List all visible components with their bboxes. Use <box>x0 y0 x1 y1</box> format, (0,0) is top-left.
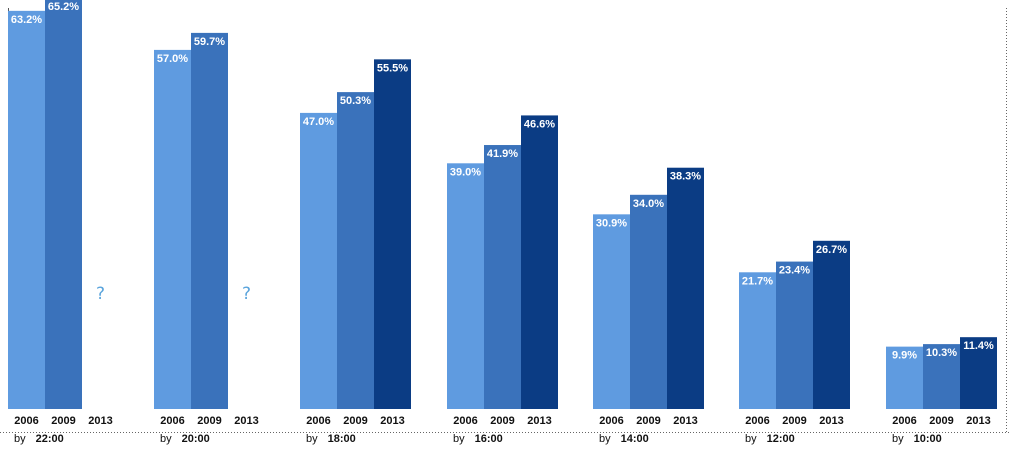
year-tick-label: 2009 <box>782 415 806 427</box>
bar-2013-1400 <box>667 167 704 409</box>
bar-2009-1800 <box>337 92 374 410</box>
year-tick-label: 2009 <box>197 415 221 427</box>
year-tick-label: 2006 <box>599 415 623 427</box>
data-label: 59.7% <box>194 36 225 48</box>
data-label: 57.0% <box>157 53 188 65</box>
year-tick-label: 2006 <box>745 415 769 427</box>
category-time: 22:00 <box>36 433 64 445</box>
bar-2013-1600 <box>521 115 558 410</box>
category-label: by 18:00 <box>306 433 356 445</box>
missing-value-marker: ? <box>96 284 105 304</box>
category-time: 12:00 <box>767 433 795 445</box>
bar-2006-1400 <box>593 214 630 409</box>
data-label: 9.9% <box>892 350 917 362</box>
data-label: 38.3% <box>670 171 701 183</box>
bar-2006-1000 <box>886 346 923 409</box>
year-tick-label: 2013 <box>234 415 258 427</box>
data-label: 41.9% <box>487 148 518 160</box>
category-prefix: by <box>306 433 318 445</box>
category-prefix: by <box>745 433 757 445</box>
bar-2013-1200 <box>813 240 850 409</box>
data-label: 11.4% <box>963 340 994 352</box>
labels-layer: 63.2% 2006 65.2% 2009? 2013 by 22:00 57.0% 2006 5… <box>11 1 994 445</box>
bar-2006-2000 <box>154 49 191 410</box>
data-label: 34.0% <box>633 198 664 210</box>
bar-2006-1200 <box>739 272 776 409</box>
category-label: by 16:00 <box>453 433 503 445</box>
year-tick-label: 2013 <box>380 415 404 427</box>
bar-2009-1000 <box>923 344 960 409</box>
data-label: 23.4% <box>779 265 810 277</box>
category-time: 14:00 <box>621 433 649 445</box>
bar-2006-2200 <box>8 10 45 410</box>
year-tick-label: 2013 <box>966 415 990 427</box>
category-time: 10:00 <box>914 433 942 445</box>
category-time: 16:00 <box>475 433 503 445</box>
year-tick-label: 2013 <box>673 415 697 427</box>
data-label: 39.0% <box>450 166 481 178</box>
bar-2006-1600 <box>447 163 484 409</box>
bar-2009-2200 <box>45 0 82 410</box>
data-label: 55.5% <box>377 62 408 74</box>
year-tick-label: 2006 <box>306 415 330 427</box>
category-prefix: by <box>160 433 172 445</box>
category-label: by 20:00 <box>160 433 210 445</box>
data-label: 46.6% <box>524 118 555 130</box>
bar-2009-1600 <box>484 145 521 409</box>
year-tick-label: 2006 <box>892 415 916 427</box>
missing-value-marker: ? <box>242 284 251 304</box>
year-tick-label: 2006 <box>14 415 38 427</box>
category-label: by 14:00 <box>599 433 649 445</box>
data-label: 26.7% <box>816 244 847 256</box>
year-tick-label: 2009 <box>51 415 75 427</box>
year-tick-label: 2013 <box>88 415 112 427</box>
data-label: 50.3% <box>340 95 371 107</box>
bar-2013-1800 <box>374 59 411 409</box>
year-tick-label: 2006 <box>453 415 477 427</box>
year-tick-label: 2013 <box>819 415 843 427</box>
data-label: 10.3% <box>926 347 957 359</box>
data-label: 63.2% <box>11 14 42 26</box>
bar-2013-1000 <box>960 337 997 409</box>
bars-layer <box>8 0 997 410</box>
category-prefix: by <box>892 433 904 445</box>
category-label: by 12:00 <box>745 433 795 445</box>
data-label: 65.2% <box>48 1 79 13</box>
category-prefix: by <box>14 433 26 445</box>
category-label: by 22:00 <box>14 433 64 445</box>
bar-2006-1800 <box>300 112 337 410</box>
category-time: 18:00 <box>328 433 356 445</box>
data-label: 21.7% <box>742 275 773 287</box>
year-tick-label: 2009 <box>343 415 367 427</box>
category-prefix: by <box>453 433 465 445</box>
year-tick-label: 2009 <box>929 415 953 427</box>
category-time: 20:00 <box>182 433 210 445</box>
year-tick-label: 2013 <box>527 415 551 427</box>
data-label: 30.9% <box>596 217 627 229</box>
bar-2009-2000 <box>191 32 228 409</box>
year-tick-label: 2009 <box>636 415 660 427</box>
category-prefix: by <box>599 433 611 445</box>
category-label: by 10:00 <box>892 433 942 445</box>
year-tick-label: 2006 <box>160 415 184 427</box>
data-label: 47.0% <box>303 116 334 128</box>
bar-2009-1400 <box>630 194 667 409</box>
year-tick-label: 2009 <box>490 415 514 427</box>
bar-2009-1200 <box>776 261 813 409</box>
